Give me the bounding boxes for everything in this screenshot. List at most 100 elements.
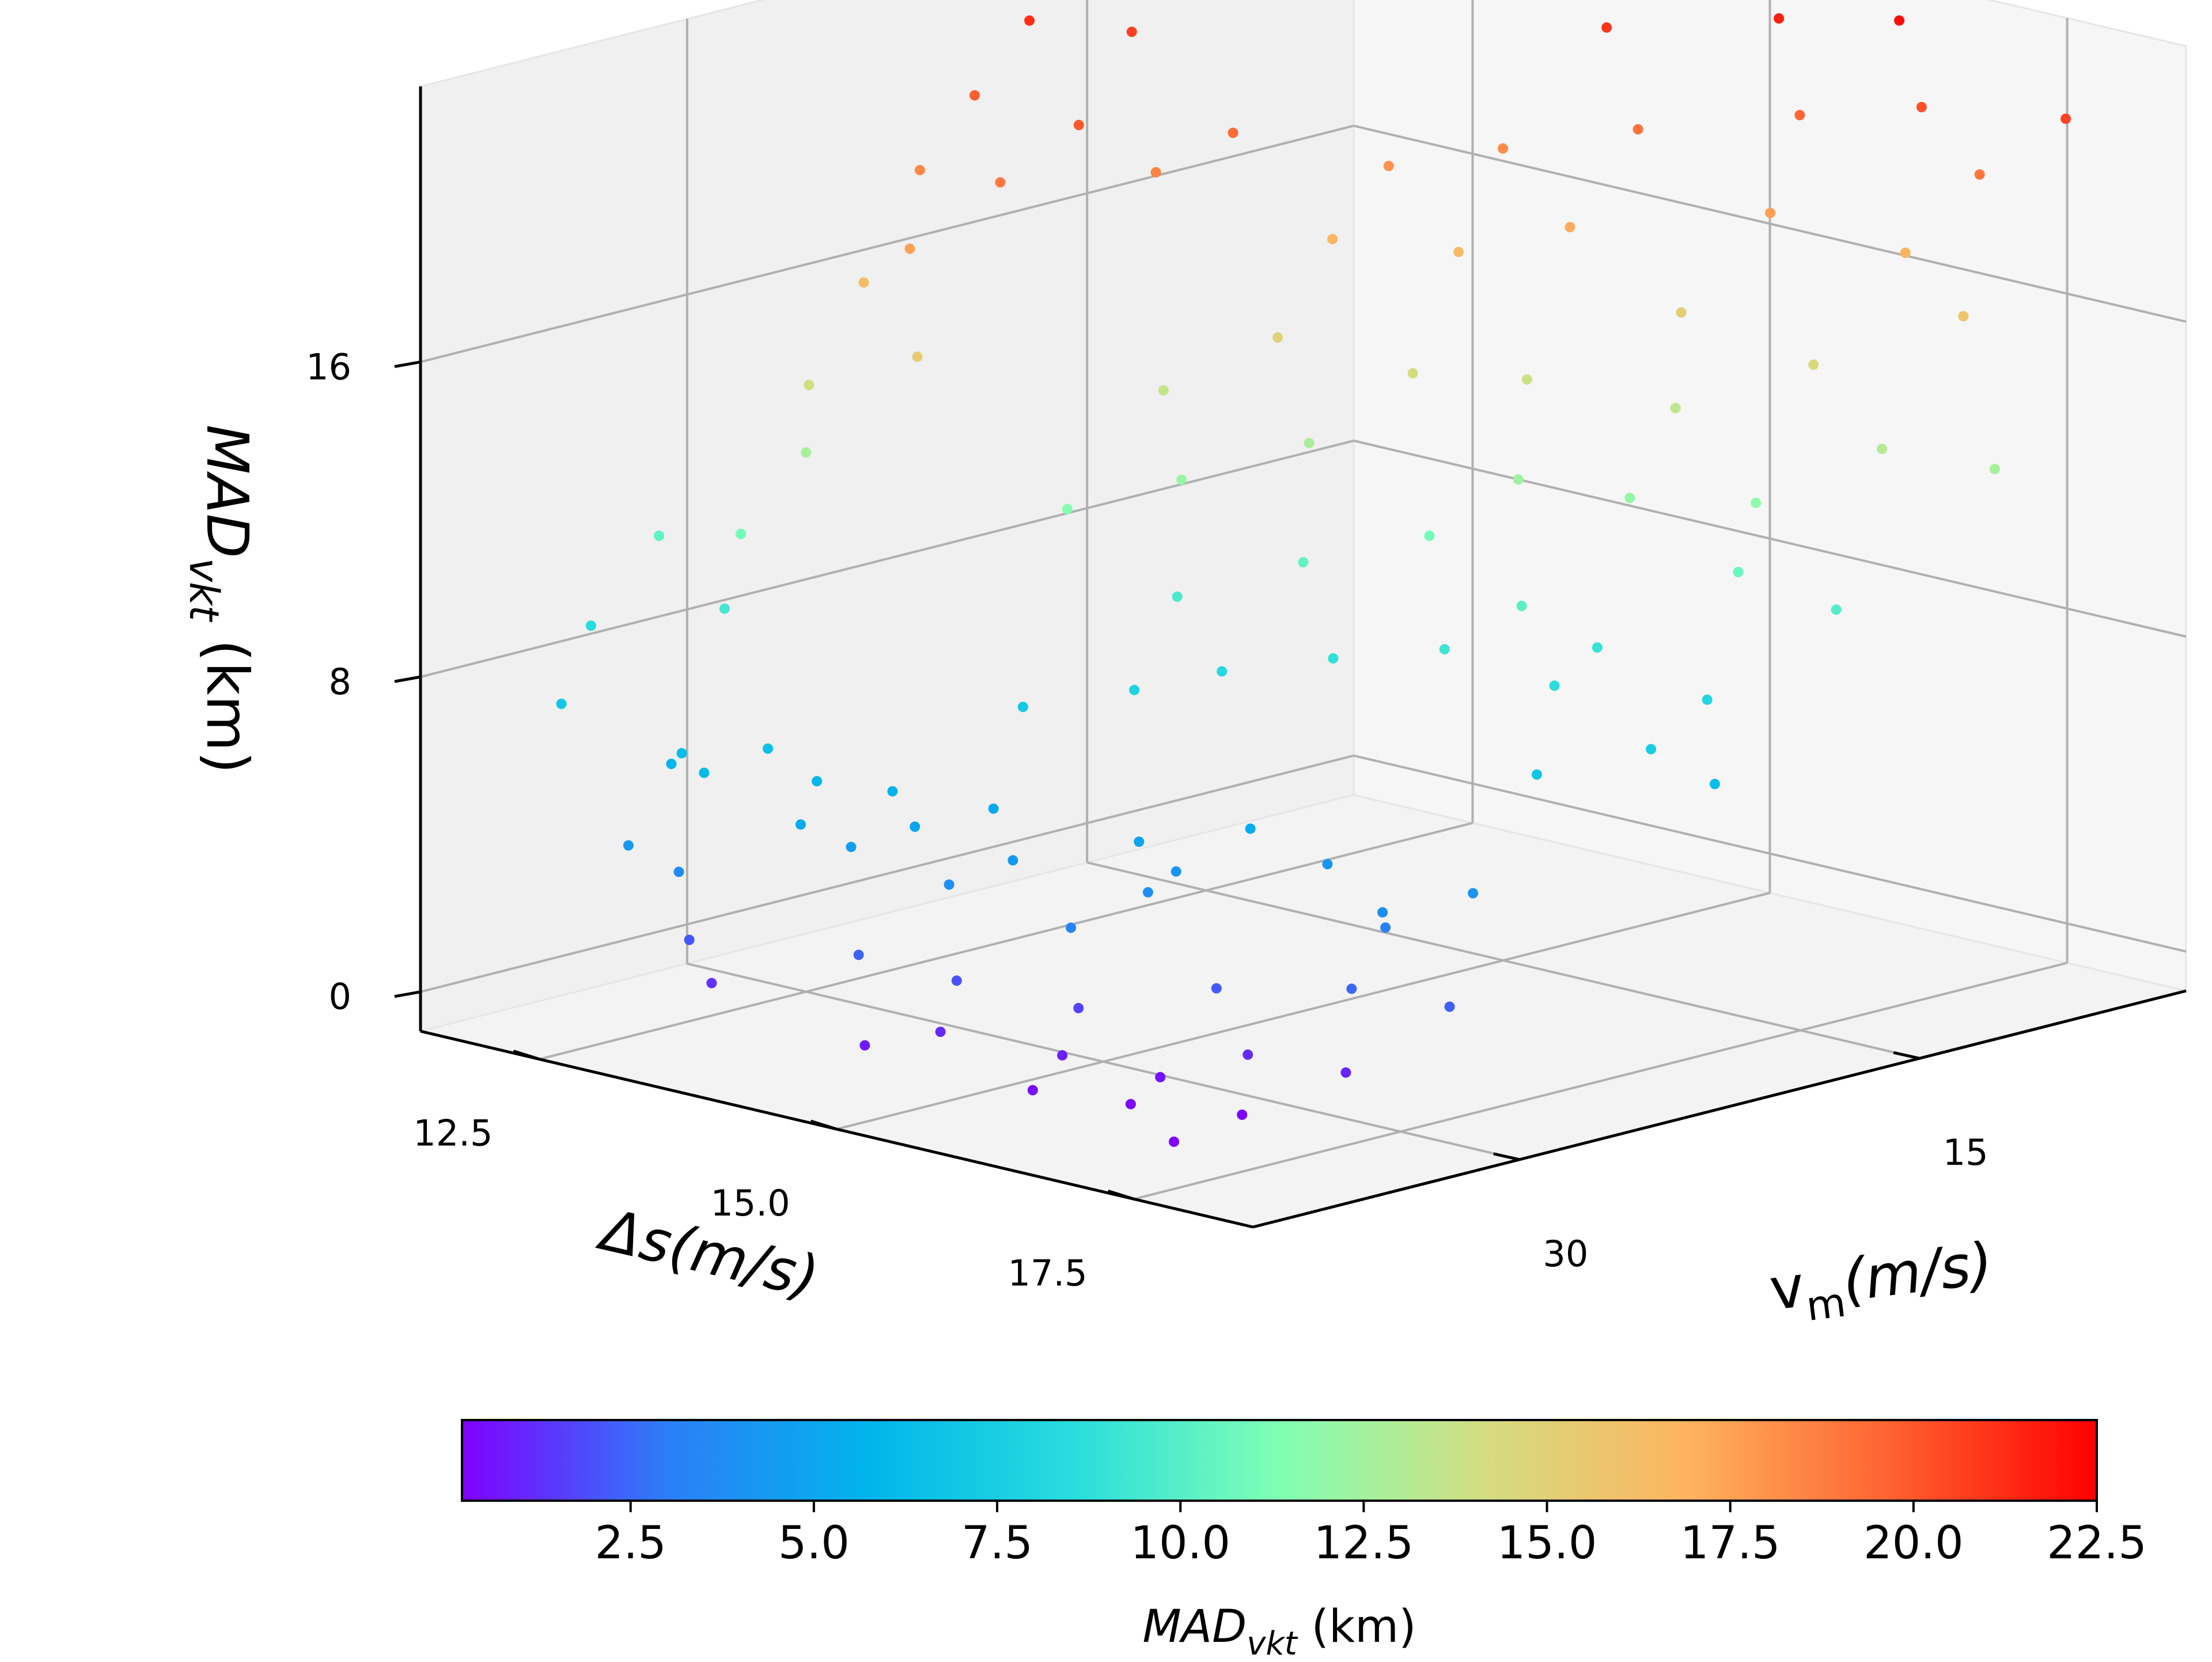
data-point (1024, 15, 1035, 26)
data-point (858, 277, 869, 288)
data-point (1245, 823, 1256, 834)
data-point (1521, 374, 1532, 385)
data-point (699, 767, 710, 778)
data-point (763, 743, 773, 754)
data-point (1439, 644, 1450, 654)
data-point (1916, 101, 1927, 112)
data-point (736, 528, 747, 539)
data-point (1709, 778, 1720, 789)
data-point (904, 243, 915, 254)
data-point (1513, 474, 1524, 485)
data-point (914, 165, 925, 176)
data-point (1646, 744, 1657, 755)
data-point (1974, 169, 1985, 180)
data-point (1142, 887, 1153, 898)
z-tick-label: 8 (329, 661, 351, 703)
data-point (1774, 13, 1785, 24)
data-point (1062, 503, 1073, 514)
data-point (1171, 866, 1181, 877)
grid-line-z (420, 440, 1354, 678)
data-point (1176, 474, 1187, 485)
grid-line-x (836, 892, 1770, 1130)
data-point (706, 978, 717, 989)
data-point (1794, 109, 1805, 120)
data-point (1468, 888, 1479, 899)
data-point (1007, 855, 1018, 866)
data-point (1327, 234, 1338, 244)
data-point (1346, 983, 1357, 994)
z-tick (394, 675, 421, 683)
y-axis-label: vm(m/s) (1766, 1229, 1998, 1334)
data-point (1158, 385, 1169, 396)
data-point (1073, 120, 1084, 130)
data-point (1380, 922, 1391, 933)
colorbar-tick-label: 22.5 (2047, 1517, 2147, 1569)
data-point (1592, 642, 1603, 653)
colorbar-tick-label: 7.5 (961, 1517, 1033, 1569)
data-point (1211, 983, 1222, 994)
data-point (1228, 127, 1238, 138)
data-point (951, 975, 962, 986)
data-point (676, 748, 687, 759)
data-point (1601, 22, 1612, 33)
data-point (1702, 694, 1713, 705)
y-tick-label: 30 (1543, 1233, 1588, 1275)
y-axis-line (1252, 989, 2187, 1229)
data-point (556, 698, 567, 709)
data-point (969, 90, 980, 101)
data-point (719, 603, 730, 614)
data-point (944, 879, 955, 890)
data-point (1958, 311, 1969, 321)
colorbar-ticks: 2.5 5.0 7.5 10.0 12.5 15.0 17.5 20.0 22.5 (595, 1501, 2147, 1569)
grid-line-x (539, 821, 1473, 1061)
data-point (1624, 493, 1635, 503)
data-point (1531, 769, 1542, 780)
data-point (1172, 591, 1183, 602)
colorbar-tick-label: 12.5 (1314, 1517, 1414, 1569)
x-tick (1107, 1190, 1135, 1201)
axes-panes (419, 0, 2187, 1228)
grid-line-y (687, 962, 1520, 1161)
grid-line-y (1086, 861, 1920, 1060)
colorbar: 2.5 5.0 7.5 10.0 12.5 15.0 17.5 20.0 22.5 MADvkt… (461, 1419, 2147, 1662)
z-axis-label: MADvkt (km) (180, 425, 261, 774)
x-axis-label: Δs(m/s) (592, 1195, 825, 1311)
data-point (1243, 1049, 1253, 1060)
data-point (935, 1027, 946, 1038)
data-point (846, 842, 857, 853)
data-point (912, 351, 923, 362)
data-point (1765, 207, 1776, 218)
x-tick (513, 1050, 540, 1061)
y-tick (1493, 1152, 1520, 1161)
data-point (1808, 359, 1819, 370)
data-point (623, 840, 634, 851)
data-point (1017, 702, 1028, 713)
y-tick (1893, 1051, 1920, 1060)
data-point (1304, 438, 1315, 449)
grid-line-z (420, 124, 1354, 364)
data-point (1453, 247, 1464, 258)
data-point (1676, 307, 1687, 318)
data-point (1565, 222, 1575, 233)
colorbar-label: MADvkt (km) (1142, 1601, 1416, 1659)
colorbar-tick-label: 2.5 (595, 1517, 666, 1569)
data-point (585, 620, 596, 631)
data-point (1670, 403, 1681, 414)
data-point (1169, 1136, 1179, 1147)
data-point (1073, 1002, 1084, 1013)
data-point (1516, 600, 1527, 611)
data-point (654, 531, 665, 541)
data-point (1057, 1050, 1068, 1061)
data-point (804, 380, 815, 391)
z-tick (394, 360, 421, 368)
data-point (1217, 666, 1228, 677)
data-point (853, 949, 864, 960)
data-point (1877, 444, 1888, 455)
data-point (1134, 836, 1145, 847)
data-point (1989, 464, 2000, 475)
data-point (1424, 531, 1435, 541)
z-tick (394, 990, 421, 998)
data-point (859, 1040, 870, 1051)
x-tick-label: 17.5 (1008, 1252, 1088, 1294)
